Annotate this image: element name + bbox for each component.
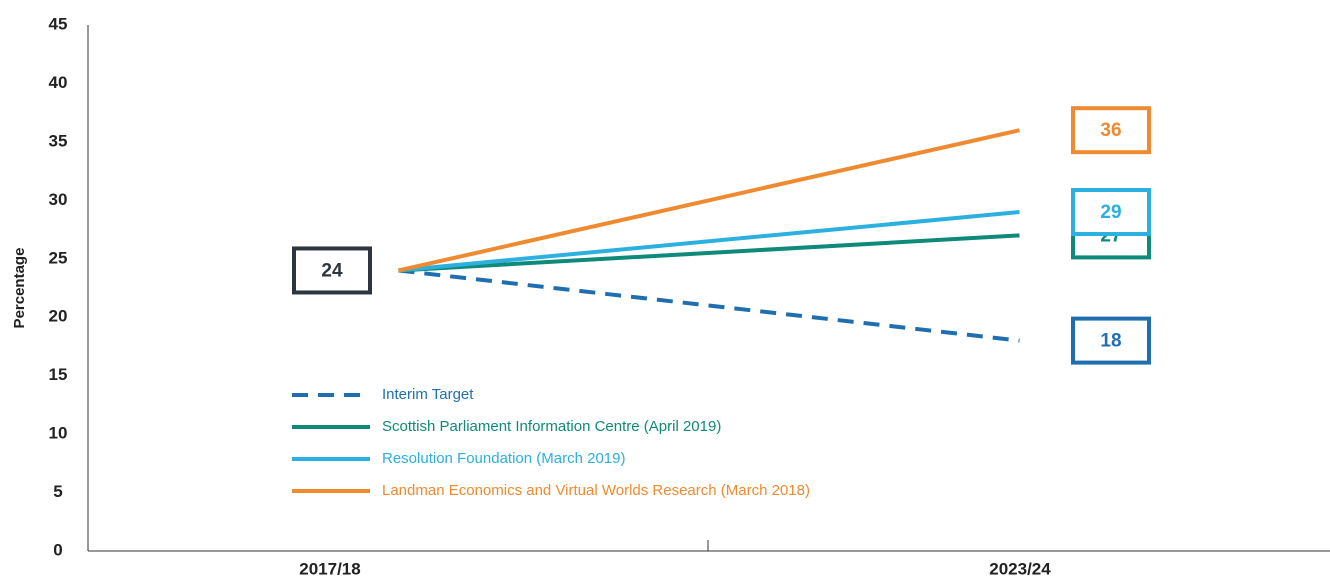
value-label: 36 — [1100, 120, 1121, 141]
y-tick-label: 20 — [49, 307, 68, 326]
value-label: 29 — [1100, 202, 1121, 223]
value-box — [1071, 106, 1151, 155]
series-line — [398, 233, 1020, 273]
y-axis-label: Percentage — [11, 248, 28, 329]
y-tick-label: 40 — [49, 73, 68, 92]
y-tick-label: 45 — [49, 14, 68, 33]
y-tick-label: 35 — [49, 131, 68, 150]
value-label: 18 — [1100, 331, 1121, 352]
series-line — [398, 268, 1020, 343]
series-line — [398, 128, 1020, 273]
y-tick-label: 10 — [49, 424, 68, 443]
value-box — [1071, 188, 1151, 237]
y-tick-label: 15 — [49, 365, 68, 384]
legend-label: Landman Economics and Virtual Worlds Res… — [382, 482, 810, 499]
y-tick-label: 0 — [53, 540, 62, 559]
value-box — [292, 246, 372, 295]
x-tick-label: 2023/24 — [989, 559, 1051, 578]
x-tick-label: 2017/18 — [299, 559, 360, 578]
y-tick-label: 5 — [53, 482, 62, 501]
legend-label: Resolution Foundation (March 2019) — [382, 450, 625, 467]
value-label: 24 — [321, 260, 343, 281]
series-line — [398, 210, 1020, 273]
value-box — [1071, 316, 1151, 365]
legend-label: Interim Target — [382, 386, 474, 403]
y-tick-label: 30 — [49, 190, 68, 209]
legend-label: Scottish Parliament Information Centre (… — [382, 418, 721, 435]
y-tick-label: 25 — [49, 248, 68, 267]
